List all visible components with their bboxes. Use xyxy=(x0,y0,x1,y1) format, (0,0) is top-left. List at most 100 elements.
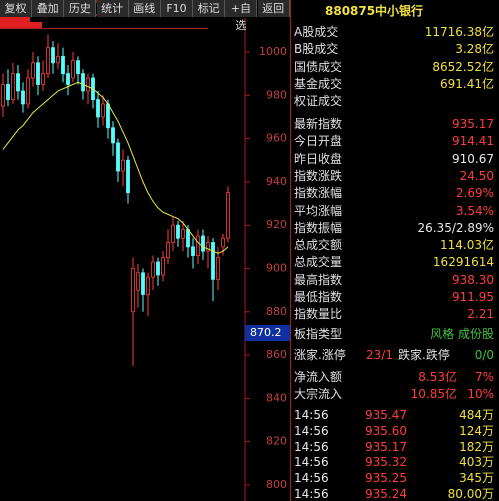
toolbar-button[interactable]: F10 xyxy=(161,0,193,17)
row-value: 0/0 xyxy=(474,348,494,362)
row-value: 914.41 xyxy=(452,134,494,149)
row-value: 16291614 xyxy=(432,255,494,270)
toolbar-button[interactable]: 画线 xyxy=(128,0,161,17)
candle-body xyxy=(116,142,120,172)
ma-line xyxy=(2,81,229,254)
y-tick-label: 960 xyxy=(266,132,287,145)
candle-body xyxy=(71,60,75,79)
y-tick-label: 940 xyxy=(266,175,287,188)
row-value: 935.17 xyxy=(452,117,494,131)
row-value: 风格 成份股 xyxy=(430,327,494,341)
tick-volume: 345万 xyxy=(459,471,494,486)
row-value: 2.21 xyxy=(467,307,494,322)
toolbar-button[interactable]: 标记 xyxy=(193,0,226,17)
candle-body xyxy=(81,73,85,92)
tick-price: 935.32 xyxy=(365,455,407,470)
row-value: 691.41亿 xyxy=(440,76,494,91)
candle-body xyxy=(131,268,135,313)
candle-body xyxy=(111,127,115,144)
y-tick-label: 1000 xyxy=(259,45,287,58)
tick-time: 14:56 xyxy=(294,455,329,470)
row-label: 最高指数 xyxy=(294,272,343,287)
row-label: 权证成交 xyxy=(294,94,343,109)
tick-price: 935.24 xyxy=(365,487,407,501)
tick-volume: 124万 xyxy=(459,423,494,438)
y-tick-label: 860 xyxy=(266,348,287,361)
candle-body xyxy=(151,261,155,278)
candle-body xyxy=(216,257,220,280)
row-label: 大宗流入 xyxy=(294,387,343,402)
toolbar-button[interactable]: 叠加 xyxy=(32,0,65,17)
candle-body xyxy=(136,272,140,291)
row-label: 总成交量 xyxy=(294,255,343,270)
candle-body xyxy=(46,47,50,75)
row-label: 涨家.涨停 xyxy=(294,348,346,362)
candle-body xyxy=(106,103,110,129)
y-tick-label: 920 xyxy=(266,218,287,231)
candle-body xyxy=(21,90,25,105)
candle-body xyxy=(31,62,35,79)
row-value: 911.95 xyxy=(452,290,494,304)
tick-price: 935.60 xyxy=(365,423,407,438)
tick-price: 935.25 xyxy=(365,471,407,486)
candle-body xyxy=(176,224,180,239)
candle-body xyxy=(76,60,80,75)
candle-body xyxy=(156,261,160,276)
tick-time: 14:56 xyxy=(294,471,329,486)
candle-body xyxy=(166,242,170,259)
row-value: 910.67 xyxy=(452,151,494,166)
row-value: 24.50 xyxy=(459,168,494,183)
candle-body xyxy=(191,246,195,256)
toolbar-button[interactable]: 历史 xyxy=(64,0,97,17)
tick-time: 14:56 xyxy=(294,487,329,501)
row-label: 最低指数 xyxy=(294,290,343,304)
tick-time: 14:56 xyxy=(294,439,329,454)
y-tick-label: 880 xyxy=(266,305,287,318)
row-label: 总成交额 xyxy=(294,238,343,253)
candle-body xyxy=(171,224,175,243)
toolbar-button[interactable]: 复权 xyxy=(0,0,32,17)
code: 880875 xyxy=(325,4,376,18)
row-label: 指数量比 xyxy=(294,307,343,322)
row-value: 8652.52亿 xyxy=(432,59,494,74)
row-label: 指数涨跌 xyxy=(294,168,343,183)
toolbar-button[interactable]: 返回 xyxy=(257,0,290,17)
candle-body xyxy=(96,99,100,118)
row-value: 26.35/2.89% xyxy=(417,220,494,235)
flow-bar xyxy=(0,22,42,28)
separator xyxy=(0,28,208,29)
row-value: 8.53亿 xyxy=(418,370,457,384)
y-tick-label: 900 xyxy=(266,261,287,274)
y-tick-label: 980 xyxy=(266,88,287,101)
row-label: 最新指数 xyxy=(294,117,343,131)
y-tick-label: 820 xyxy=(266,435,287,448)
candle-body xyxy=(56,55,60,64)
candle-body xyxy=(226,192,230,239)
toolbar-button[interactable]: +自选 xyxy=(225,0,258,32)
chart: 800 820 840 860 880 900 920 940 960 980 1000 870.2 xyxy=(1,18,290,501)
row-value: 23/1 xyxy=(366,348,393,362)
candle-body xyxy=(161,257,165,276)
candle-body xyxy=(86,77,90,92)
candle-body xyxy=(41,73,45,85)
row-value: 114.03亿 xyxy=(440,238,494,253)
flow-bar xyxy=(0,16,30,22)
candle-body xyxy=(66,73,70,85)
row-value: 2.69% xyxy=(455,186,494,201)
row-label: 基金成交 xyxy=(294,76,343,91)
row-value: 3.54% xyxy=(455,203,494,218)
row-label: A股成交 xyxy=(294,25,339,39)
row-label: 平均涨幅 xyxy=(294,203,343,218)
row-value: 7% xyxy=(474,370,494,384)
candle-body xyxy=(61,55,65,75)
tick-volume: 403万 xyxy=(459,455,494,470)
toolbar-button[interactable]: 统计 xyxy=(96,0,129,17)
y-tick-label: 800 xyxy=(266,478,287,491)
candle-body xyxy=(16,73,20,92)
row-value: 11716.38亿 xyxy=(424,25,494,39)
row-value: 938.30 xyxy=(452,272,494,287)
candle-body xyxy=(6,84,10,101)
row-value: 3.28亿 xyxy=(455,42,494,57)
candle-body xyxy=(11,73,15,101)
